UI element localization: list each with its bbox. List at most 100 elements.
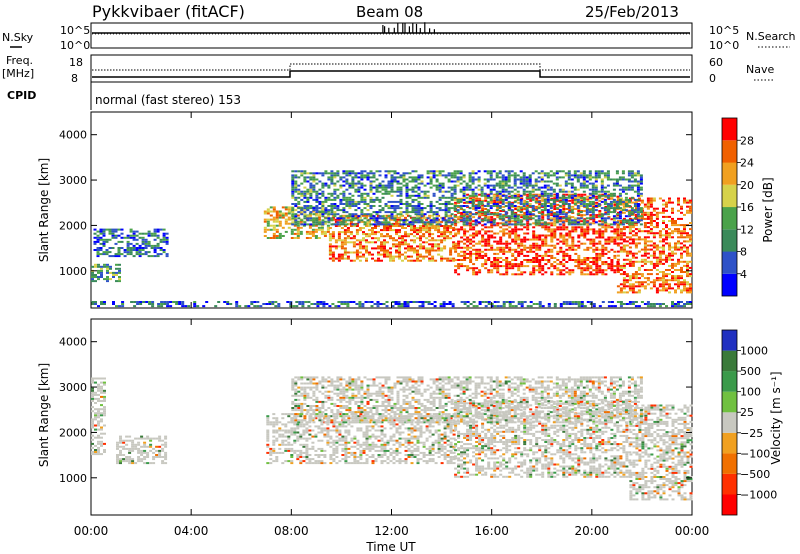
heatmap-cell: [472, 263, 476, 266]
heatmap-cell: [523, 214, 527, 217]
heatmap-cell: [502, 234, 506, 237]
heatmap-cell: [469, 267, 473, 270]
heatmap-cell: [396, 186, 400, 189]
heatmap-cell: [94, 436, 97, 439]
heatmap-cell: [639, 178, 643, 181]
heatmap-cell: [677, 236, 680, 239]
heatmap-cell: [315, 217, 319, 220]
heatmap-cell: [453, 219, 457, 222]
heatmap-cell: [544, 240, 548, 243]
heatmap-cell: [323, 235, 327, 237]
heatmap-cell: [390, 213, 394, 216]
heatmap-cell: [431, 255, 435, 258]
heatmap-cell: [622, 244, 626, 247]
heatmap-cell: [655, 222, 659, 224]
heatmap-cell: [526, 261, 530, 263]
heatmap-cell: [413, 259, 416, 262]
heatmap-cell: [126, 251, 130, 254]
heatmap-cell: [153, 255, 157, 258]
heatmap-cell: [481, 301, 485, 303]
heatmap-cell: [513, 192, 517, 195]
heatmap-cell: [573, 223, 577, 226]
heatmap-cell: [634, 234, 638, 237]
heatmap-cell: [574, 244, 578, 247]
heatmap-cell: [462, 205, 466, 207]
heatmap-cell: [505, 244, 509, 247]
heatmap-cell: [540, 176, 544, 179]
heatmap-cell: [387, 215, 391, 218]
heatmap-cell: [586, 228, 590, 231]
heatmap-cell: [631, 240, 635, 243]
heatmap-cell: [511, 259, 515, 261]
heatmap-cell: [117, 234, 121, 237]
heatmap-cell: [407, 255, 410, 258]
heatmap-cell: [453, 186, 457, 189]
heatmap-cell: [538, 305, 542, 308]
heatmap-cell: [630, 180, 634, 183]
heatmap-cell: [549, 219, 553, 222]
heatmap-cell: [395, 245, 398, 248]
heatmap-cell: [652, 199, 656, 202]
heatmap-cell: [622, 248, 626, 251]
heatmap-cell: [316, 305, 320, 308]
heatmap-cell: [526, 246, 530, 249]
heatmap-cell: [591, 188, 595, 191]
heatmap-cell: [683, 264, 686, 267]
heatmap-cell: [622, 287, 626, 290]
heatmap-cell: [595, 273, 599, 276]
heatmap-cell: [355, 231, 359, 234]
heatmap-cell: [352, 251, 356, 254]
heatmap-cell: [619, 236, 623, 239]
heatmap-cell: [505, 220, 509, 223]
heatmap-cell: [444, 207, 448, 210]
heatmap-cell: [405, 211, 409, 214]
heatmap-cell: [532, 261, 536, 263]
heatmap-cell: [568, 230, 572, 233]
heatmap-cell: [636, 170, 640, 173]
heatmap-cell: [413, 249, 416, 252]
heatmap-cell: [217, 301, 221, 303]
heatmap-cell: [633, 217, 637, 220]
heatmap-cell: [520, 210, 524, 212]
heatmap-cell: [389, 235, 392, 238]
heatmap-cell: [665, 254, 668, 257]
heatmap-cell: [449, 227, 453, 229]
heatmap-cell: [528, 176, 532, 179]
heatmap-cell: [543, 172, 547, 175]
heatmap-cell: [135, 230, 139, 233]
heatmap-cell: [425, 231, 429, 234]
heatmap-cell: [646, 236, 650, 239]
heatmap-cell: [447, 209, 451, 212]
heatmap-cell: [662, 203, 665, 206]
heatmap-cell: [538, 267, 542, 270]
heatmap-cell: [250, 303, 254, 305]
heatmap-cell: [658, 256, 662, 259]
heatmap-cell: [456, 178, 460, 181]
heatmap-cell: [674, 291, 677, 294]
heatmap-cell: [595, 195, 599, 198]
heatmap-cell: [393, 211, 397, 214]
heatmap-cell: [671, 254, 674, 257]
heatmap-cell: [643, 240, 647, 243]
heatmap-cell: [435, 217, 439, 220]
heatmap-cell: [598, 254, 602, 257]
heatmap-cell: [389, 247, 392, 250]
heatmap-cell: [573, 217, 577, 220]
heatmap-cell: [405, 207, 409, 210]
heatmap-cell: [330, 203, 334, 205]
heatmap-cell: [636, 219, 640, 222]
heatmap-cell: [272, 216, 276, 219]
heatmap-cell: [434, 229, 438, 232]
heatmap-cell: [387, 184, 391, 187]
heatmap-cell: [618, 198, 622, 201]
heatmap-cell: [130, 301, 134, 303]
heatmap-cell: [630, 221, 634, 224]
heatmap-cell: [378, 184, 382, 187]
heatmap-cell: [454, 224, 458, 227]
heatmap-cell: [337, 253, 341, 256]
heatmap-cell: [646, 279, 650, 282]
heatmap-cell: [652, 232, 656, 235]
heatmap-cell: [624, 196, 628, 199]
heatmap-cell: [315, 223, 319, 226]
heatmap-cell: [618, 211, 622, 214]
